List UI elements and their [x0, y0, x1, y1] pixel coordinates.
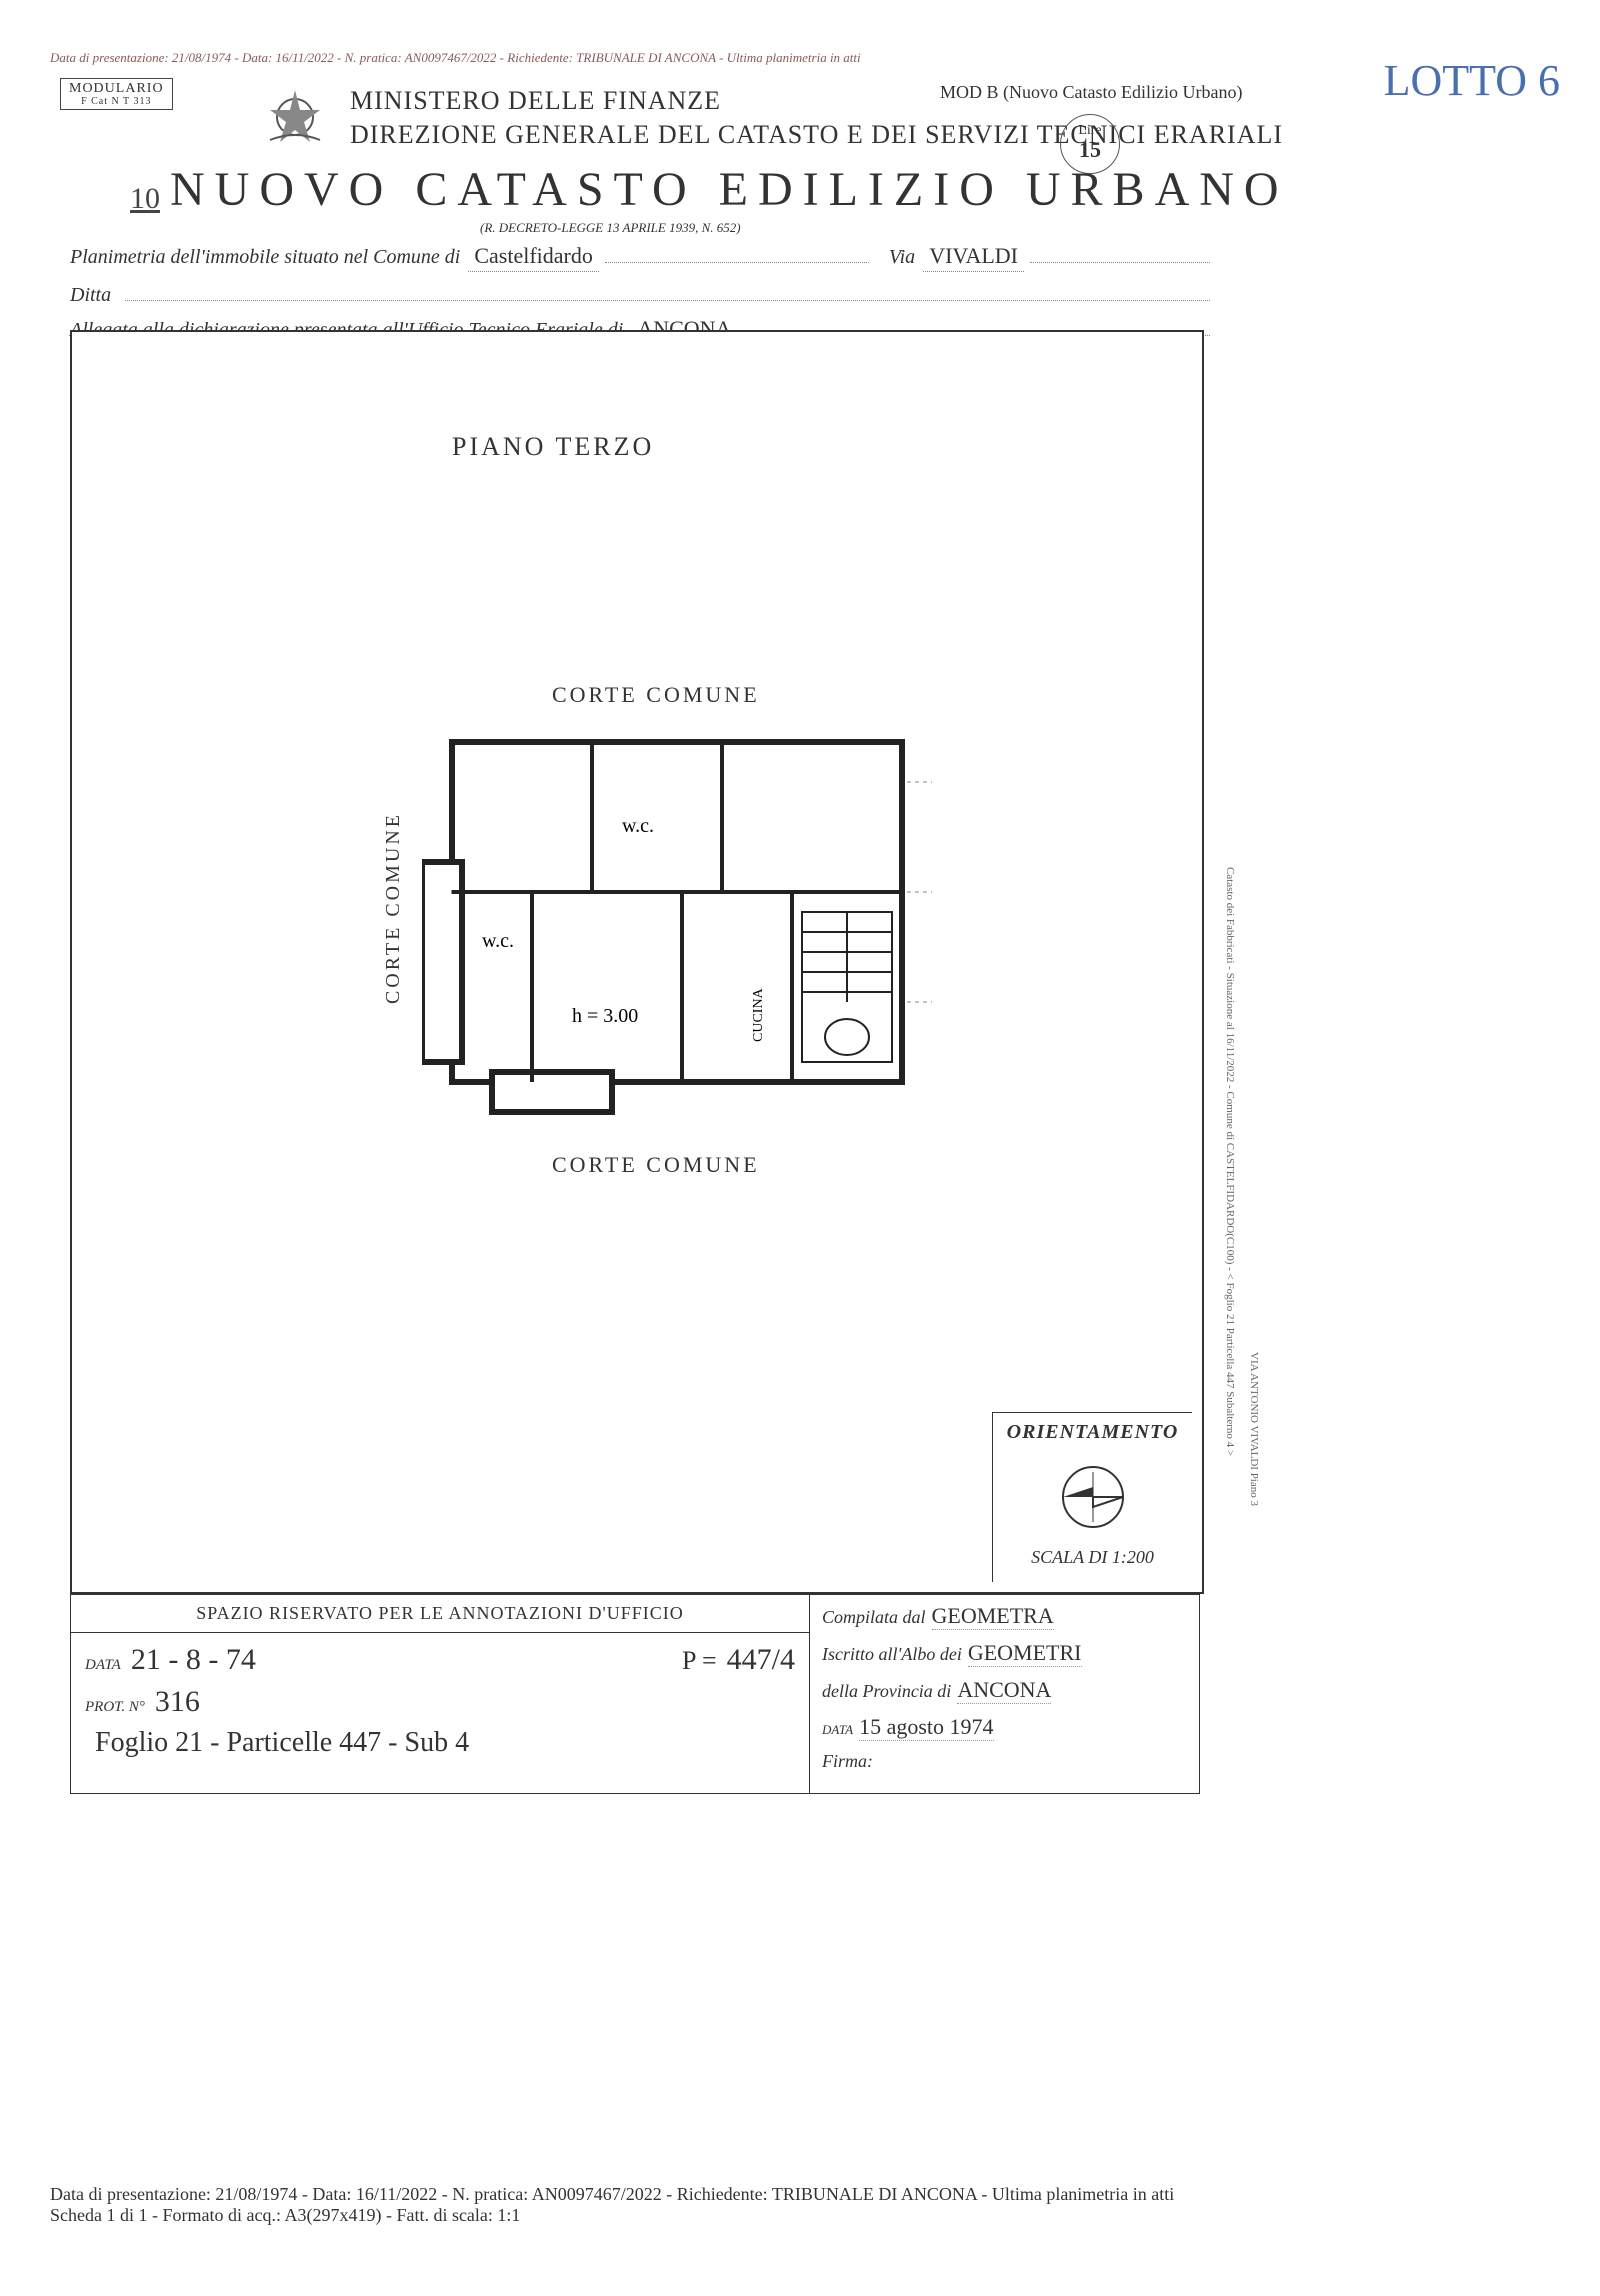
side-meta-right: Catasto dei Fabbricati - Situazione al 1…	[1224, 812, 1236, 1512]
lotto-note: LOTTO 6	[1384, 55, 1560, 106]
annot-data-value: 21 - 8 - 74	[131, 1643, 256, 1677]
wc2-label: w.c.	[482, 930, 514, 952]
corte-left: CORTE COMUNE	[382, 812, 405, 1004]
annotations-box: SPAZIO RISERVATO PER LE ANNOTAZIONI D'UF…	[70, 1594, 810, 1794]
ministero-title: MINISTERO DELLE FINANZE	[350, 86, 721, 116]
compilata-value: GEOMETRA	[932, 1603, 1054, 1630]
direzione-title: DIREZIONE GENERALE DEL CATASTO E DEI SER…	[350, 120, 1283, 150]
firma-label: Firma:	[822, 1751, 873, 1772]
compass-icon	[1058, 1462, 1128, 1532]
floorplan-diagram: w.c. w.c. h = 3.00 CUCINA	[422, 722, 932, 1122]
scale-label: SCALA DI 1:200	[993, 1547, 1192, 1568]
row-ditta: Ditta	[70, 280, 1210, 307]
decreto-ref: (R. DECRETO-LEGGE 13 APRILE 1939, N. 652…	[480, 220, 741, 236]
via-label: Via	[889, 246, 915, 269]
handwritten-ten: 10	[130, 182, 160, 216]
lower-boxes: SPAZIO RISERVATO PER LE ANNOTAZIONI D'UF…	[70, 1594, 1200, 1794]
top-metadata: Data di presentazione: 21/08/1974 - Data…	[50, 50, 1550, 66]
lire-label: Lire	[1061, 123, 1119, 138]
row-planimetria: Planimetria dell'immobile situato nel Co…	[70, 242, 1210, 272]
cucina-label: CUCINA	[751, 987, 766, 1042]
drawing-frame: PIANO TERZO CORTE COMUNE CORTE COMUNE CO…	[70, 330, 1204, 1594]
bottom-meta-1: Data di presentazione: 21/08/1974 - Data…	[50, 2184, 1174, 2205]
lire-value: 15	[1061, 138, 1119, 162]
modulario-line2: F Cat N T 313	[69, 96, 164, 107]
main-title: NUOVO CATASTO EDILIZIO URBANO	[170, 162, 1289, 217]
via-value: VIVALDI	[923, 243, 1024, 272]
annotations-header: SPAZIO RISERVATO PER LE ANNOTAZIONI D'UF…	[71, 1595, 809, 1633]
orientation-title: ORIENTAMENTO	[993, 1421, 1192, 1444]
compilata-data-label: DATA	[822, 1722, 853, 1738]
annot-data-label: DATA	[85, 1657, 121, 1674]
comune-value: Castelfidardo	[468, 243, 599, 272]
wc1-label: w.c.	[622, 815, 654, 837]
provincia-label: della Provincia di	[822, 1681, 951, 1702]
provincia-value: ANCONA	[957, 1677, 1051, 1704]
document-page: Data di presentazione: 21/08/1974 - Data…	[50, 50, 1550, 342]
iscritto-label: Iscritto all'Albo dei	[822, 1644, 962, 1665]
annot-prot-label: PROT. N°	[85, 1699, 145, 1716]
header: MODULARIO F Cat N T 313 MINISTERO DELLE …	[50, 72, 1550, 342]
corte-bottom: CORTE COMUNE	[552, 1152, 760, 1178]
annot-prot-value: 316	[155, 1685, 200, 1719]
annot-p-value: 447/4	[727, 1643, 795, 1677]
bottom-metadata: Data di presentazione: 21/08/1974 - Data…	[50, 2184, 1174, 2226]
modulario-box: MODULARIO F Cat N T 313	[60, 78, 173, 110]
planimetria-label: Planimetria dell'immobile situato nel Co…	[70, 246, 460, 269]
ditta-label: Ditta	[70, 284, 111, 307]
side-meta-right-2: VIA ANTONIO VIVALDI Piano 3	[1248, 1352, 1260, 1506]
compilata-box: Compilata dal GEOMETRA Iscritto all'Albo…	[810, 1594, 1200, 1794]
modulario-line1: MODULARIO	[69, 81, 164, 96]
compilata-data-value: 15 agosto 1974	[859, 1714, 993, 1741]
plan-title: PIANO TERZO	[452, 432, 654, 462]
iscritto-value: GEOMETRI	[968, 1640, 1082, 1667]
annotations-body: DATA 21 - 8 - 74 P = 447/4 PROT. N° 316 …	[71, 1633, 809, 1777]
h-label: h = 3.00	[572, 1005, 638, 1027]
corte-top: CORTE COMUNE	[552, 682, 760, 708]
orientation-box: ORIENTAMENTO SCALA DI 1:200	[992, 1412, 1192, 1582]
state-emblem-icon	[260, 82, 330, 152]
bottom-meta-2: Scheda 1 di 1 - Formato di acq.: A3(297x…	[50, 2205, 1174, 2226]
mod-b-label: MOD B (Nuovo Catasto Edilizio Urbano)	[940, 82, 1242, 103]
annot-note: Foglio 21 - Particelle 447 - Sub 4	[95, 1727, 469, 1759]
compilata-label: Compilata dal	[822, 1607, 926, 1628]
annot-p-label: P =	[682, 1646, 717, 1676]
